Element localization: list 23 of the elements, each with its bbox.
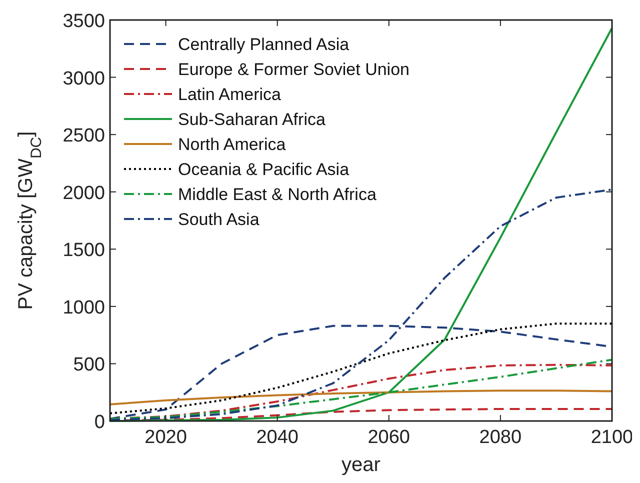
legend-label: South Asia bbox=[178, 210, 260, 229]
x-tick-label: 2040 bbox=[256, 427, 298, 448]
legend-label: Latin America bbox=[178, 85, 282, 104]
y-tick-label: 2000 bbox=[62, 182, 105, 204]
legend-label: North America bbox=[178, 135, 286, 154]
y-tick-label: 3000 bbox=[62, 68, 105, 90]
y-tick-label: 1000 bbox=[62, 297, 105, 318]
line-series bbox=[109, 390, 613, 406]
legend-label: Europe & Former Soviet Union bbox=[178, 60, 410, 79]
x-axis-title: year bbox=[342, 454, 381, 476]
x-tick-label: 2080 bbox=[479, 427, 522, 448]
x-tick-label: 2020 bbox=[144, 427, 187, 448]
legend-label: Centrally Planned Asia bbox=[178, 35, 350, 54]
y-tick-label: 500 bbox=[73, 354, 105, 376]
y-tick-label: 3500 bbox=[62, 11, 105, 32]
x-tick-label: 2060 bbox=[368, 427, 410, 448]
legend-label: Sub-Saharan Africa bbox=[178, 110, 326, 129]
y-tick-label: 0 bbox=[94, 412, 105, 433]
y-tick-label: 2500 bbox=[62, 126, 105, 147]
y-tick-label: 1500 bbox=[62, 240, 105, 262]
legend-label: Oceania & Pacific Asia bbox=[178, 160, 350, 179]
legend-label: Middle East & North Africa bbox=[178, 185, 377, 204]
x-tick-label: 2100 bbox=[590, 427, 634, 448]
